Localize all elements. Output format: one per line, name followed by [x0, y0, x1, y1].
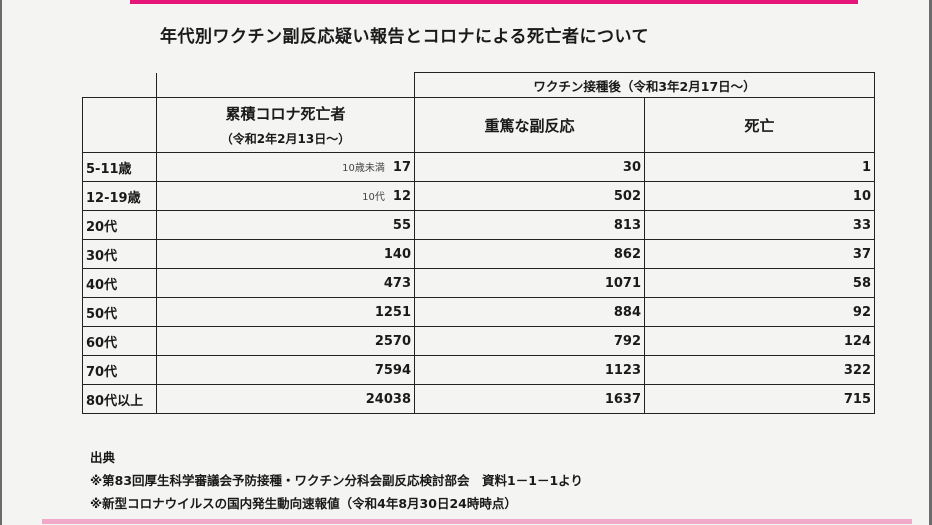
covid-deaths-value: 12 [392, 189, 411, 204]
table-row: 50代 1251 884 92 [82, 297, 876, 327]
table-row: 30代 140 862 37 [82, 239, 876, 269]
age-cell: 5-11歳 [82, 152, 157, 182]
serious-cell: 884 [414, 297, 645, 327]
source-notes: 出典 ※第83回厚生科学審議会予防接種・ワクチン分科会副反応検討部会 資料1－1… [90, 446, 583, 515]
age-cell: 70代 [82, 355, 157, 385]
serious-cell: 862 [414, 239, 645, 269]
serious-cell: 1637 [414, 384, 645, 414]
serious-cell: 1123 [414, 355, 645, 385]
bottom-accent-bar [42, 519, 912, 524]
header-serious-reactions: 重篤な副反応 [414, 97, 645, 153]
source-heading: 出典 [90, 450, 116, 465]
data-table: ワクチン接種後（令和3年2月17日～） 累積コロナ死亡者 （令和2年2月13日～… [82, 72, 876, 414]
page-title: 年代別ワクチン副反応疑い報告とコロナによる死亡者について [160, 27, 649, 47]
age-cell: 60代 [82, 326, 157, 356]
table-row: 12-19歳 10代 12 502 10 [82, 181, 876, 211]
header-blank-cell [82, 72, 157, 98]
header-cumulative-period: （令和2年2月13日～） [220, 132, 351, 146]
covid-deaths-cell: 473 [156, 268, 415, 298]
age-cell: 40代 [82, 268, 157, 298]
covid-deaths-cell: 2570 [156, 326, 415, 356]
serious-cell: 792 [414, 326, 645, 356]
table-row: 20代 55 813 33 [82, 210, 876, 240]
header-cumulative-deaths: 累積コロナ死亡者 （令和2年2月13日～） [156, 97, 415, 153]
covid-deaths-value: 17 [392, 160, 411, 175]
vax-deaths-cell: 322 [643, 355, 876, 385]
age-cell: 50代 [82, 297, 157, 327]
vax-deaths-cell: 10 [643, 181, 876, 211]
source-line-2: ※新型コロナウイルスの国内発生動向速報値（令和4年8月30日24時時点） [90, 496, 517, 511]
header-blank-cell [156, 72, 415, 98]
covid-deaths-cell: 140 [156, 239, 415, 269]
header-cumulative-deaths-label: 累積コロナ死亡者 [225, 105, 346, 123]
source-line-1: ※第83回厚生科学審議会予防接種・ワクチン分科会副反応検討部会 資料1－1－1よ… [90, 473, 583, 488]
serious-cell: 1071 [414, 268, 645, 298]
vax-deaths-cell: 1 [643, 152, 876, 182]
vax-deaths-cell: 92 [643, 297, 876, 327]
header-age-cell [82, 97, 157, 153]
covid-deaths-cell: 10歳未満 17 [156, 152, 415, 182]
covid-deaths-cell: 10代 12 [156, 181, 415, 211]
table-row: 5-11歳 10歳未満 17 30 1 [82, 152, 876, 182]
header-deaths: 死亡 [643, 97, 876, 153]
top-accent-bar [130, 0, 858, 4]
covid-deaths-cell: 24038 [156, 384, 415, 414]
table-row: 40代 473 1071 58 [82, 268, 876, 298]
vax-deaths-cell: 715 [643, 384, 876, 414]
covid-deaths-cell: 1251 [156, 297, 415, 327]
age-cell: 12-19歳 [82, 181, 157, 211]
vax-deaths-cell: 37 [643, 239, 876, 269]
serious-cell: 502 [414, 181, 645, 211]
serious-cell: 813 [414, 210, 645, 240]
age-cell: 30代 [82, 239, 157, 269]
covid-deaths-cell: 55 [156, 210, 415, 240]
table-row: 80代以上 24038 1637 715 [82, 384, 876, 414]
covid-deaths-cell: 7594 [156, 355, 415, 385]
table-row: 60代 2570 792 124 [82, 326, 876, 356]
age-cell: 80代以上 [82, 384, 157, 414]
table-row: 70代 7594 1123 322 [82, 355, 876, 385]
serious-cell: 30 [414, 152, 645, 182]
age-note: 10代 [362, 192, 385, 203]
age-note: 10歳未満 [342, 163, 385, 174]
age-cell: 20代 [82, 210, 157, 240]
header-after-vaccination: ワクチン接種後（令和3年2月17日～） [413, 72, 876, 98]
vax-deaths-cell: 124 [643, 326, 876, 356]
vax-deaths-cell: 58 [643, 268, 876, 298]
vax-deaths-cell: 33 [643, 210, 876, 240]
